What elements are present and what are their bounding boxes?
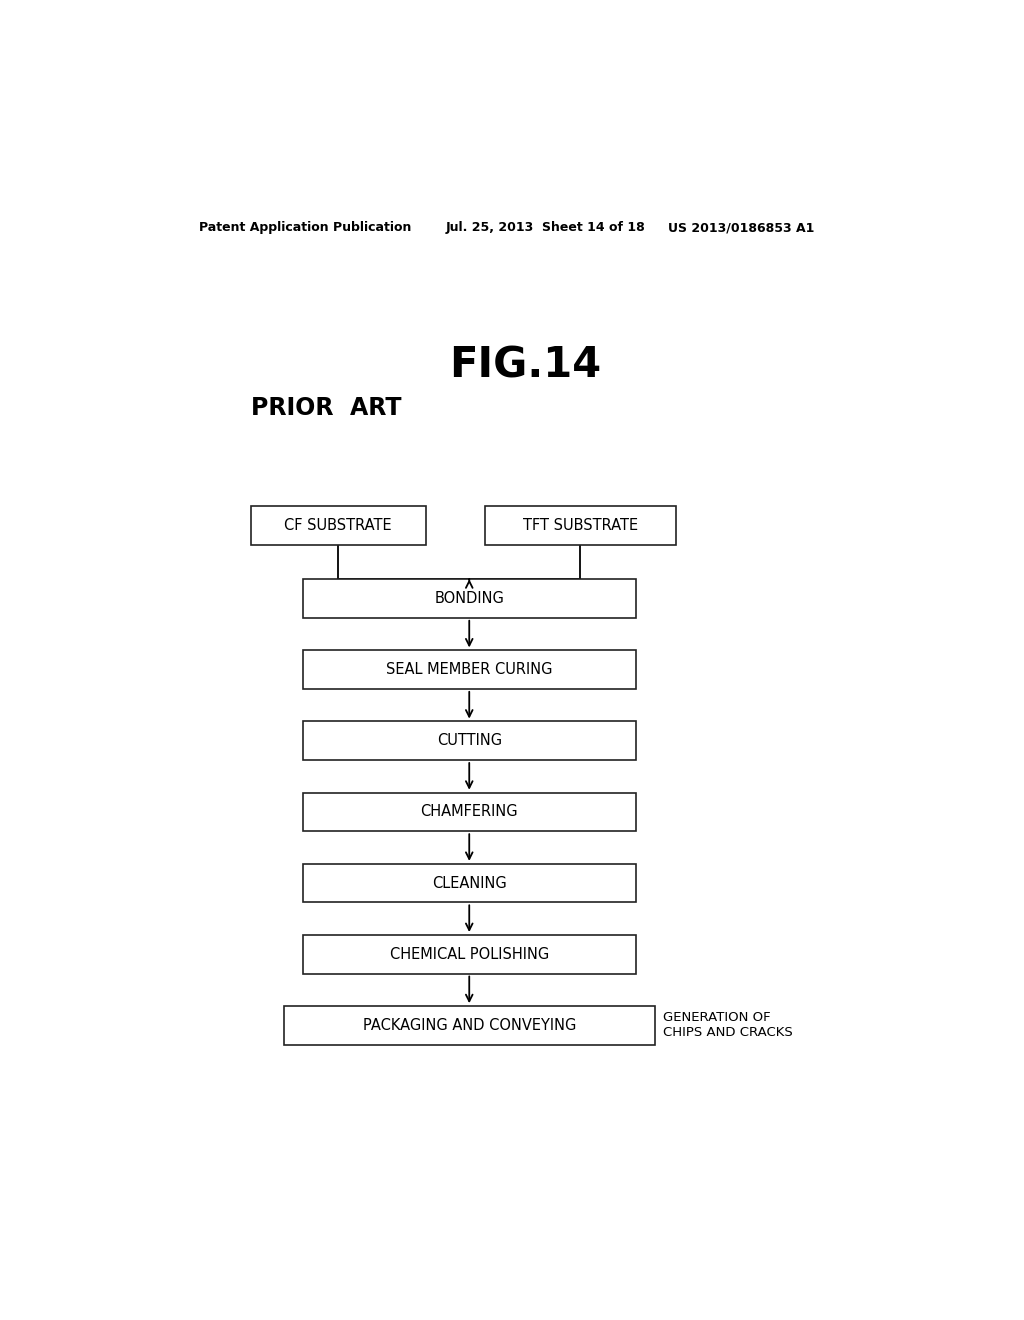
FancyBboxPatch shape bbox=[303, 722, 636, 760]
Text: PACKAGING AND CONVEYING: PACKAGING AND CONVEYING bbox=[362, 1018, 575, 1032]
FancyBboxPatch shape bbox=[303, 863, 636, 903]
Text: Jul. 25, 2013  Sheet 14 of 18: Jul. 25, 2013 Sheet 14 of 18 bbox=[445, 220, 645, 234]
Text: PRIOR  ART: PRIOR ART bbox=[251, 396, 401, 421]
FancyBboxPatch shape bbox=[284, 1006, 655, 1044]
FancyBboxPatch shape bbox=[303, 935, 636, 974]
Text: US 2013/0186853 A1: US 2013/0186853 A1 bbox=[668, 220, 814, 234]
FancyBboxPatch shape bbox=[303, 579, 636, 618]
FancyBboxPatch shape bbox=[303, 792, 636, 832]
Text: Patent Application Publication: Patent Application Publication bbox=[200, 220, 412, 234]
Text: FIG.14: FIG.14 bbox=[449, 345, 601, 387]
Text: TFT SUBSTRATE: TFT SUBSTRATE bbox=[523, 517, 638, 533]
Text: CHAMFERING: CHAMFERING bbox=[421, 804, 518, 820]
FancyBboxPatch shape bbox=[251, 506, 426, 545]
Text: CF SUBSTRATE: CF SUBSTRATE bbox=[285, 517, 392, 533]
Text: CLEANING: CLEANING bbox=[432, 875, 507, 891]
Text: GENERATION OF
CHIPS AND CRACKS: GENERATION OF CHIPS AND CRACKS bbox=[663, 1011, 793, 1039]
Text: BONDING: BONDING bbox=[434, 591, 504, 606]
Text: SEAL MEMBER CURING: SEAL MEMBER CURING bbox=[386, 663, 553, 677]
Text: CHEMICAL POLISHING: CHEMICAL POLISHING bbox=[389, 946, 549, 962]
FancyBboxPatch shape bbox=[303, 651, 636, 689]
Text: CUTTING: CUTTING bbox=[436, 734, 502, 748]
FancyBboxPatch shape bbox=[485, 506, 676, 545]
